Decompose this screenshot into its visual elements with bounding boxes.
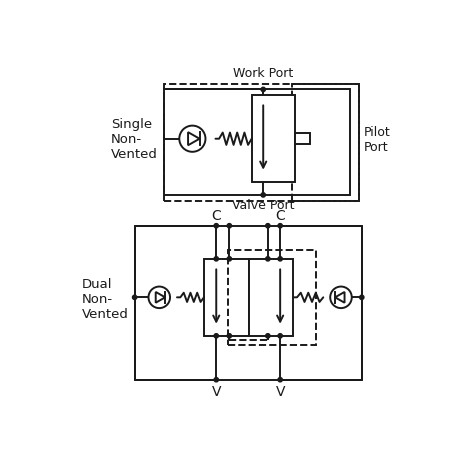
Bar bbox=[251, 96, 294, 182]
Circle shape bbox=[359, 295, 363, 300]
Bar bbox=[164, 85, 359, 202]
Polygon shape bbox=[188, 133, 199, 146]
Circle shape bbox=[214, 378, 218, 382]
Bar bbox=[164, 90, 350, 195]
Circle shape bbox=[330, 287, 351, 308]
Bar bbox=[294, 134, 309, 145]
Circle shape bbox=[265, 334, 269, 338]
Circle shape bbox=[132, 295, 137, 300]
Bar bbox=[134, 226, 361, 380]
Circle shape bbox=[214, 257, 218, 262]
Text: C: C bbox=[275, 208, 285, 222]
Circle shape bbox=[277, 334, 282, 338]
Circle shape bbox=[227, 334, 231, 338]
Bar bbox=[292, 85, 359, 202]
Circle shape bbox=[277, 378, 282, 382]
Circle shape bbox=[277, 224, 282, 228]
Bar bbox=[203, 259, 248, 336]
Text: C: C bbox=[211, 208, 221, 222]
Circle shape bbox=[265, 257, 269, 262]
Text: Single
Non-
Vented: Single Non- Vented bbox=[110, 118, 157, 161]
Polygon shape bbox=[155, 292, 165, 303]
Circle shape bbox=[214, 224, 218, 228]
Text: V: V bbox=[211, 384, 221, 398]
Circle shape bbox=[227, 224, 231, 228]
Bar bbox=[248, 259, 293, 336]
Circle shape bbox=[179, 126, 205, 152]
Circle shape bbox=[261, 88, 265, 92]
Circle shape bbox=[277, 257, 282, 262]
Polygon shape bbox=[334, 292, 344, 303]
Circle shape bbox=[148, 287, 170, 308]
Text: Valve Port: Valve Port bbox=[231, 198, 294, 212]
Circle shape bbox=[227, 257, 231, 262]
Text: Work Port: Work Port bbox=[233, 67, 293, 80]
Circle shape bbox=[261, 193, 265, 198]
Text: Pilot
Port: Pilot Port bbox=[363, 125, 389, 153]
Text: Dual
Non-
Vented: Dual Non- Vented bbox=[82, 278, 128, 321]
Bar bbox=[227, 250, 316, 345]
Circle shape bbox=[265, 224, 269, 228]
Circle shape bbox=[214, 334, 218, 338]
Text: V: V bbox=[275, 384, 284, 398]
